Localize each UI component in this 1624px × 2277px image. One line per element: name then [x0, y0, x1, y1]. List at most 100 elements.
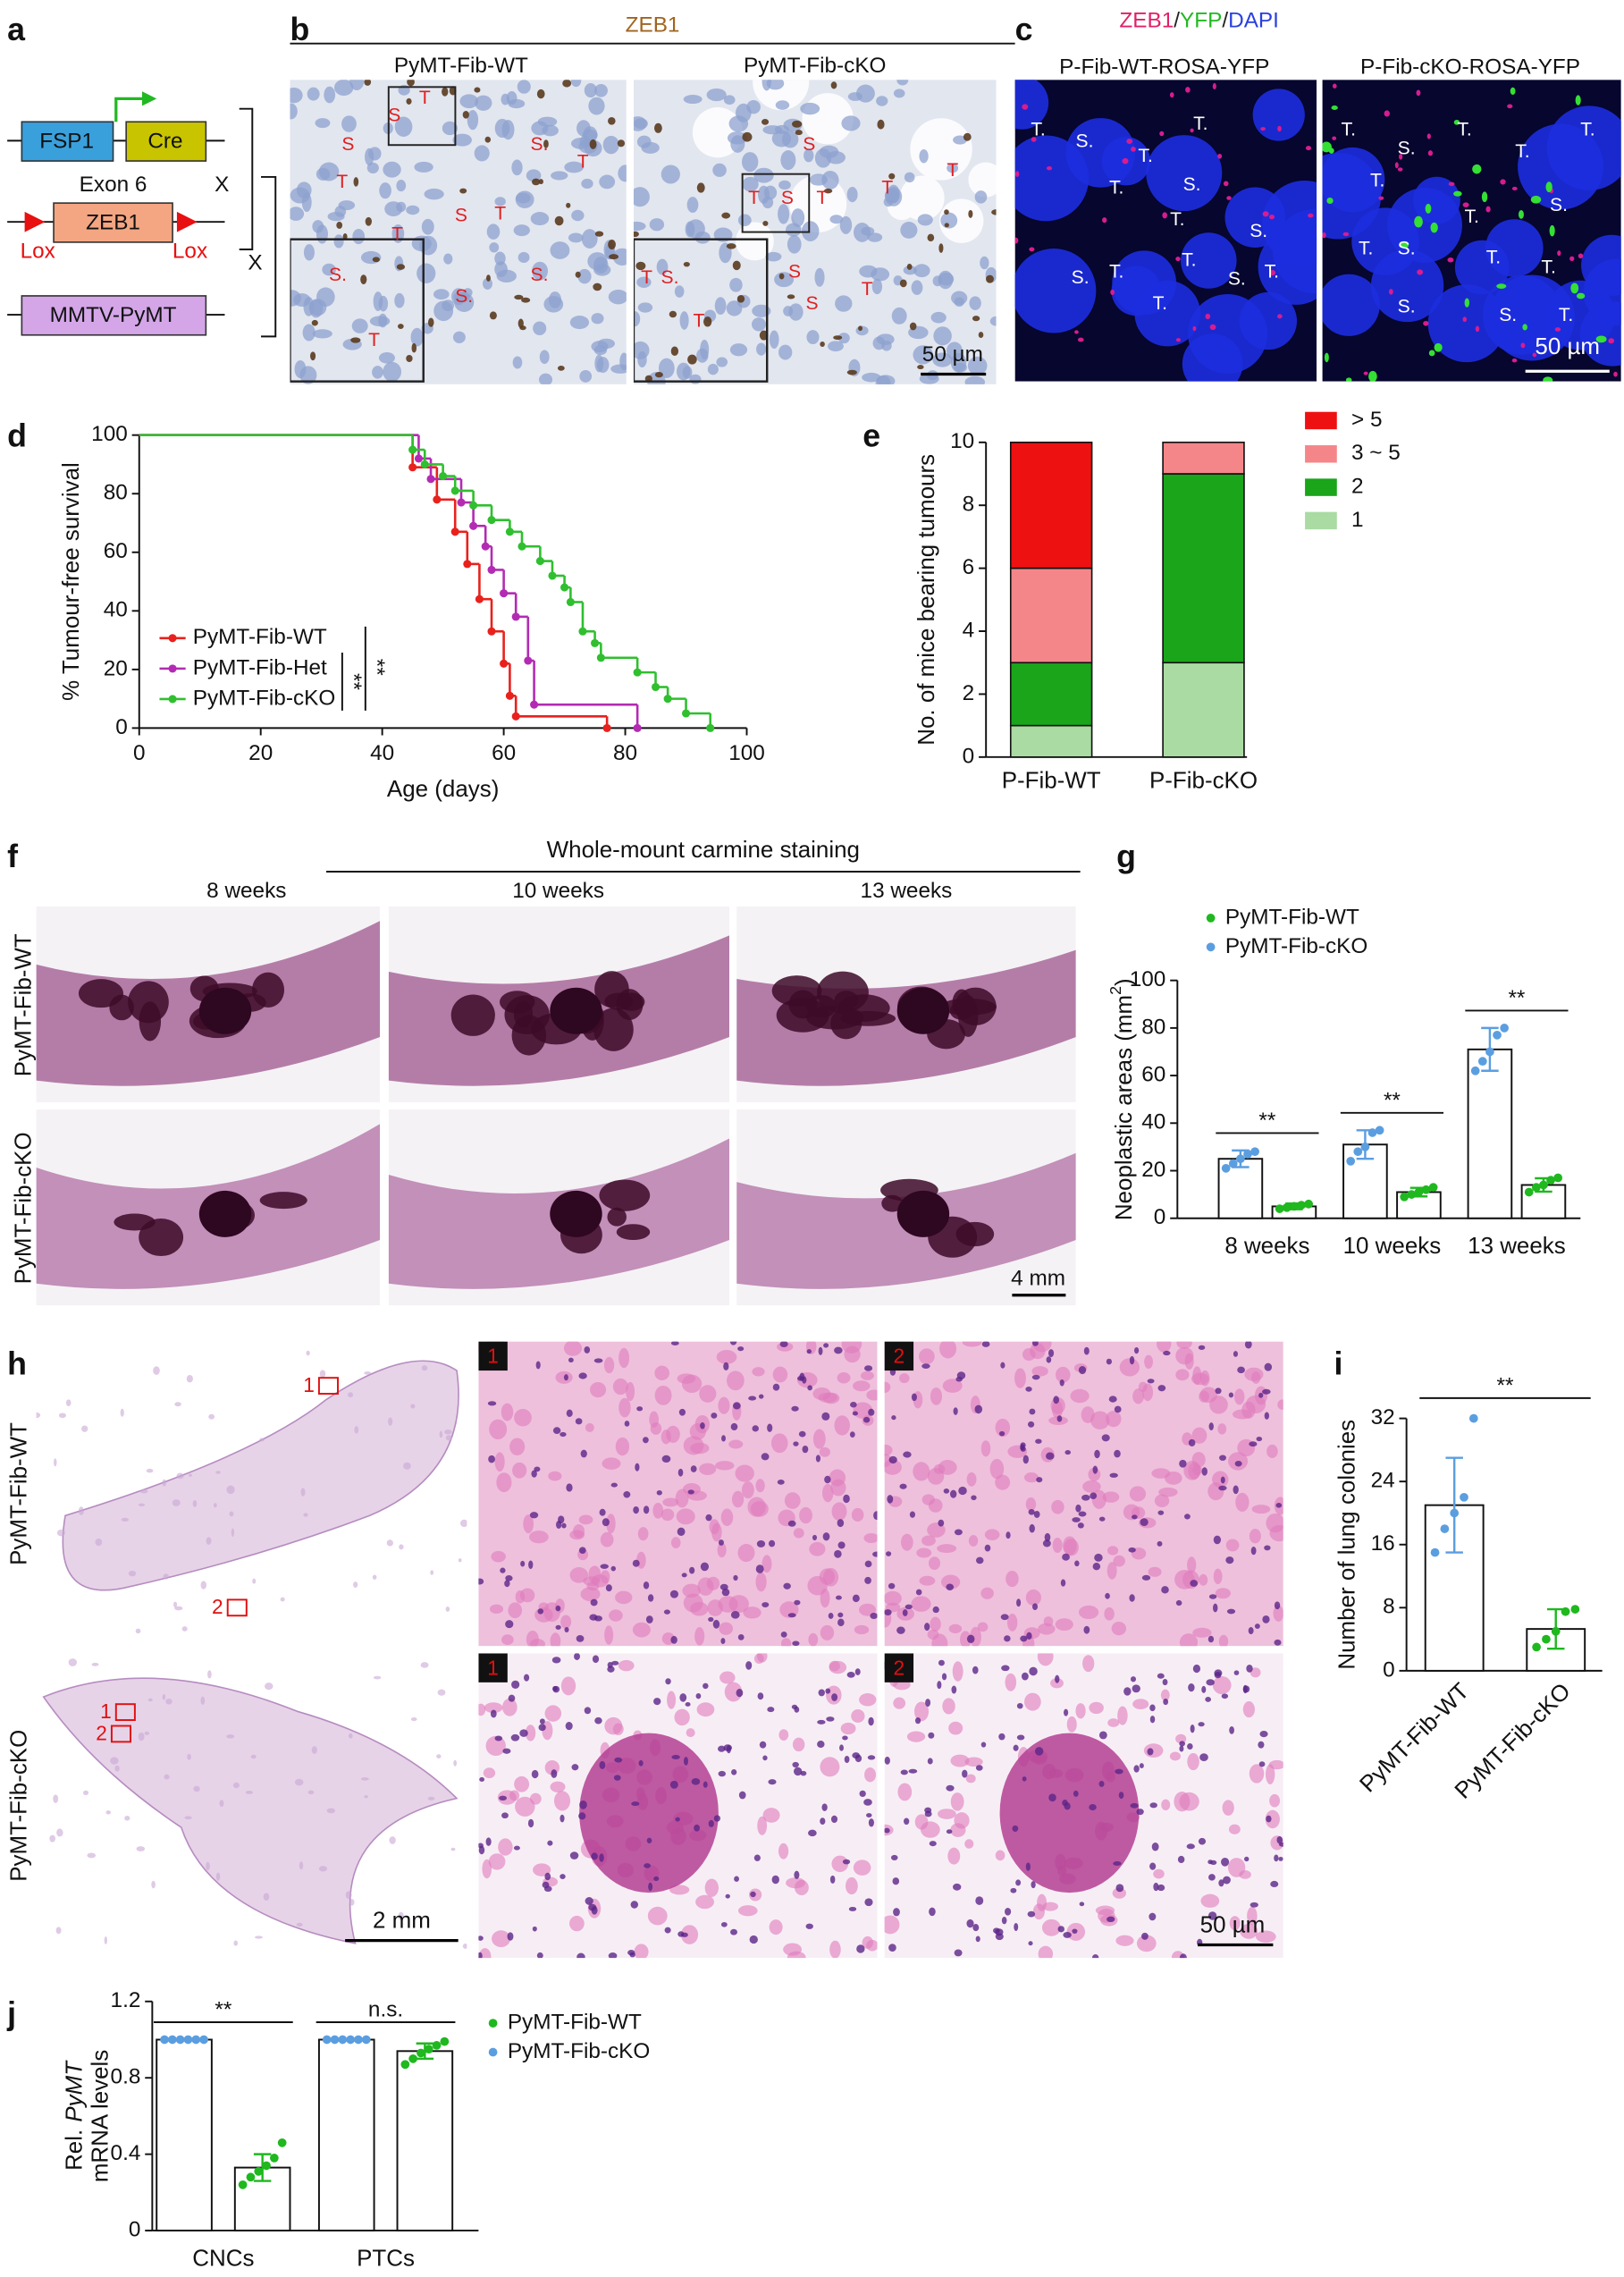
data-point — [440, 2037, 450, 2046]
cell — [1016, 1598, 1022, 1607]
cell — [779, 1341, 788, 1348]
cell — [809, 1541, 826, 1556]
cell — [1214, 1671, 1222, 1679]
cell — [1042, 1539, 1051, 1548]
promoter-arrow — [114, 97, 143, 122]
cell — [909, 1511, 915, 1518]
region-label: T. — [1515, 141, 1529, 162]
cell — [478, 1578, 484, 1585]
cell — [1157, 1673, 1165, 1679]
box-label: 1 — [303, 1373, 315, 1396]
cell — [794, 1599, 801, 1606]
cell — [1462, 202, 1469, 207]
region-label: T. — [1580, 120, 1595, 140]
cross-label: X — [215, 173, 229, 197]
cell — [462, 1944, 467, 1949]
cell — [654, 1385, 672, 1405]
cell — [768, 1779, 777, 1785]
x-tick-label: PTCs — [357, 2246, 415, 2271]
cell — [661, 164, 680, 184]
cell — [762, 80, 771, 91]
cell — [349, 80, 365, 91]
tumour — [599, 1179, 651, 1211]
cell — [1141, 1932, 1149, 1940]
cell — [389, 1836, 396, 1844]
cell — [1016, 1734, 1025, 1741]
cell — [1363, 371, 1368, 375]
cell — [903, 266, 917, 275]
data-point — [330, 2035, 340, 2045]
cell — [841, 1341, 862, 1354]
cell — [924, 1623, 930, 1632]
event-dot — [439, 472, 448, 481]
cell — [501, 120, 515, 140]
cell — [1098, 1731, 1107, 1740]
cell — [958, 1486, 967, 1496]
significance: ** — [215, 1997, 231, 2021]
error-bar — [1445, 1456, 1463, 1554]
y-tick-label: 0.8 — [111, 2065, 141, 2089]
cell — [1250, 1667, 1261, 1678]
cell — [1278, 1856, 1283, 1861]
cell — [591, 1852, 598, 1860]
cell — [656, 1489, 662, 1496]
cell — [1188, 1682, 1195, 1692]
cell — [1153, 1868, 1165, 1879]
cell — [703, 1781, 708, 1788]
cell — [1244, 1856, 1250, 1862]
cell — [678, 1408, 686, 1416]
micrograph — [478, 1341, 878, 1647]
cell — [732, 260, 741, 271]
event-dot — [681, 709, 691, 718]
cell — [1274, 1854, 1279, 1862]
cell — [1233, 1485, 1239, 1495]
cell — [1126, 139, 1133, 144]
cell — [612, 248, 627, 266]
cell — [1175, 257, 1181, 262]
event-dot — [487, 565, 496, 574]
cell — [750, 1891, 756, 1898]
cell — [755, 1479, 765, 1493]
y-tick-label: 0 — [1383, 1657, 1395, 1682]
cell — [1174, 1791, 1191, 1812]
data-point — [277, 2138, 287, 2147]
cell — [837, 1612, 844, 1618]
cell — [319, 1370, 326, 1378]
cell — [1430, 222, 1438, 233]
cell — [900, 221, 918, 239]
cell — [564, 1626, 569, 1632]
cell — [771, 130, 792, 148]
micrograph — [736, 906, 1076, 1102]
cell — [1109, 1472, 1118, 1478]
cell — [1115, 1935, 1134, 1946]
cell — [829, 1940, 841, 1959]
cell — [864, 1365, 873, 1371]
cell — [823, 1343, 829, 1348]
cell — [1029, 1523, 1035, 1533]
cell — [864, 1576, 871, 1584]
tumour-nest — [1181, 232, 1237, 289]
cell — [1229, 1916, 1241, 1931]
cell — [303, 1513, 308, 1517]
cell — [1179, 1459, 1187, 1468]
cell — [1143, 1743, 1164, 1758]
cell — [58, 1413, 66, 1419]
bar-segment — [1009, 567, 1093, 664]
cell — [233, 1940, 238, 1946]
cell — [1326, 198, 1334, 205]
cell — [679, 311, 689, 330]
cell — [553, 1791, 571, 1811]
cell — [514, 294, 524, 300]
cell — [1229, 1725, 1234, 1734]
cell — [1260, 127, 1266, 131]
cell — [1057, 1926, 1064, 1933]
cell — [793, 1767, 803, 1776]
cell — [1031, 1603, 1039, 1611]
event-dot — [469, 501, 478, 510]
cell — [614, 1757, 623, 1763]
cell — [1475, 325, 1480, 333]
cell — [578, 1547, 586, 1554]
data-point — [262, 2161, 271, 2171]
cell — [1094, 1553, 1103, 1562]
cell — [944, 223, 949, 228]
